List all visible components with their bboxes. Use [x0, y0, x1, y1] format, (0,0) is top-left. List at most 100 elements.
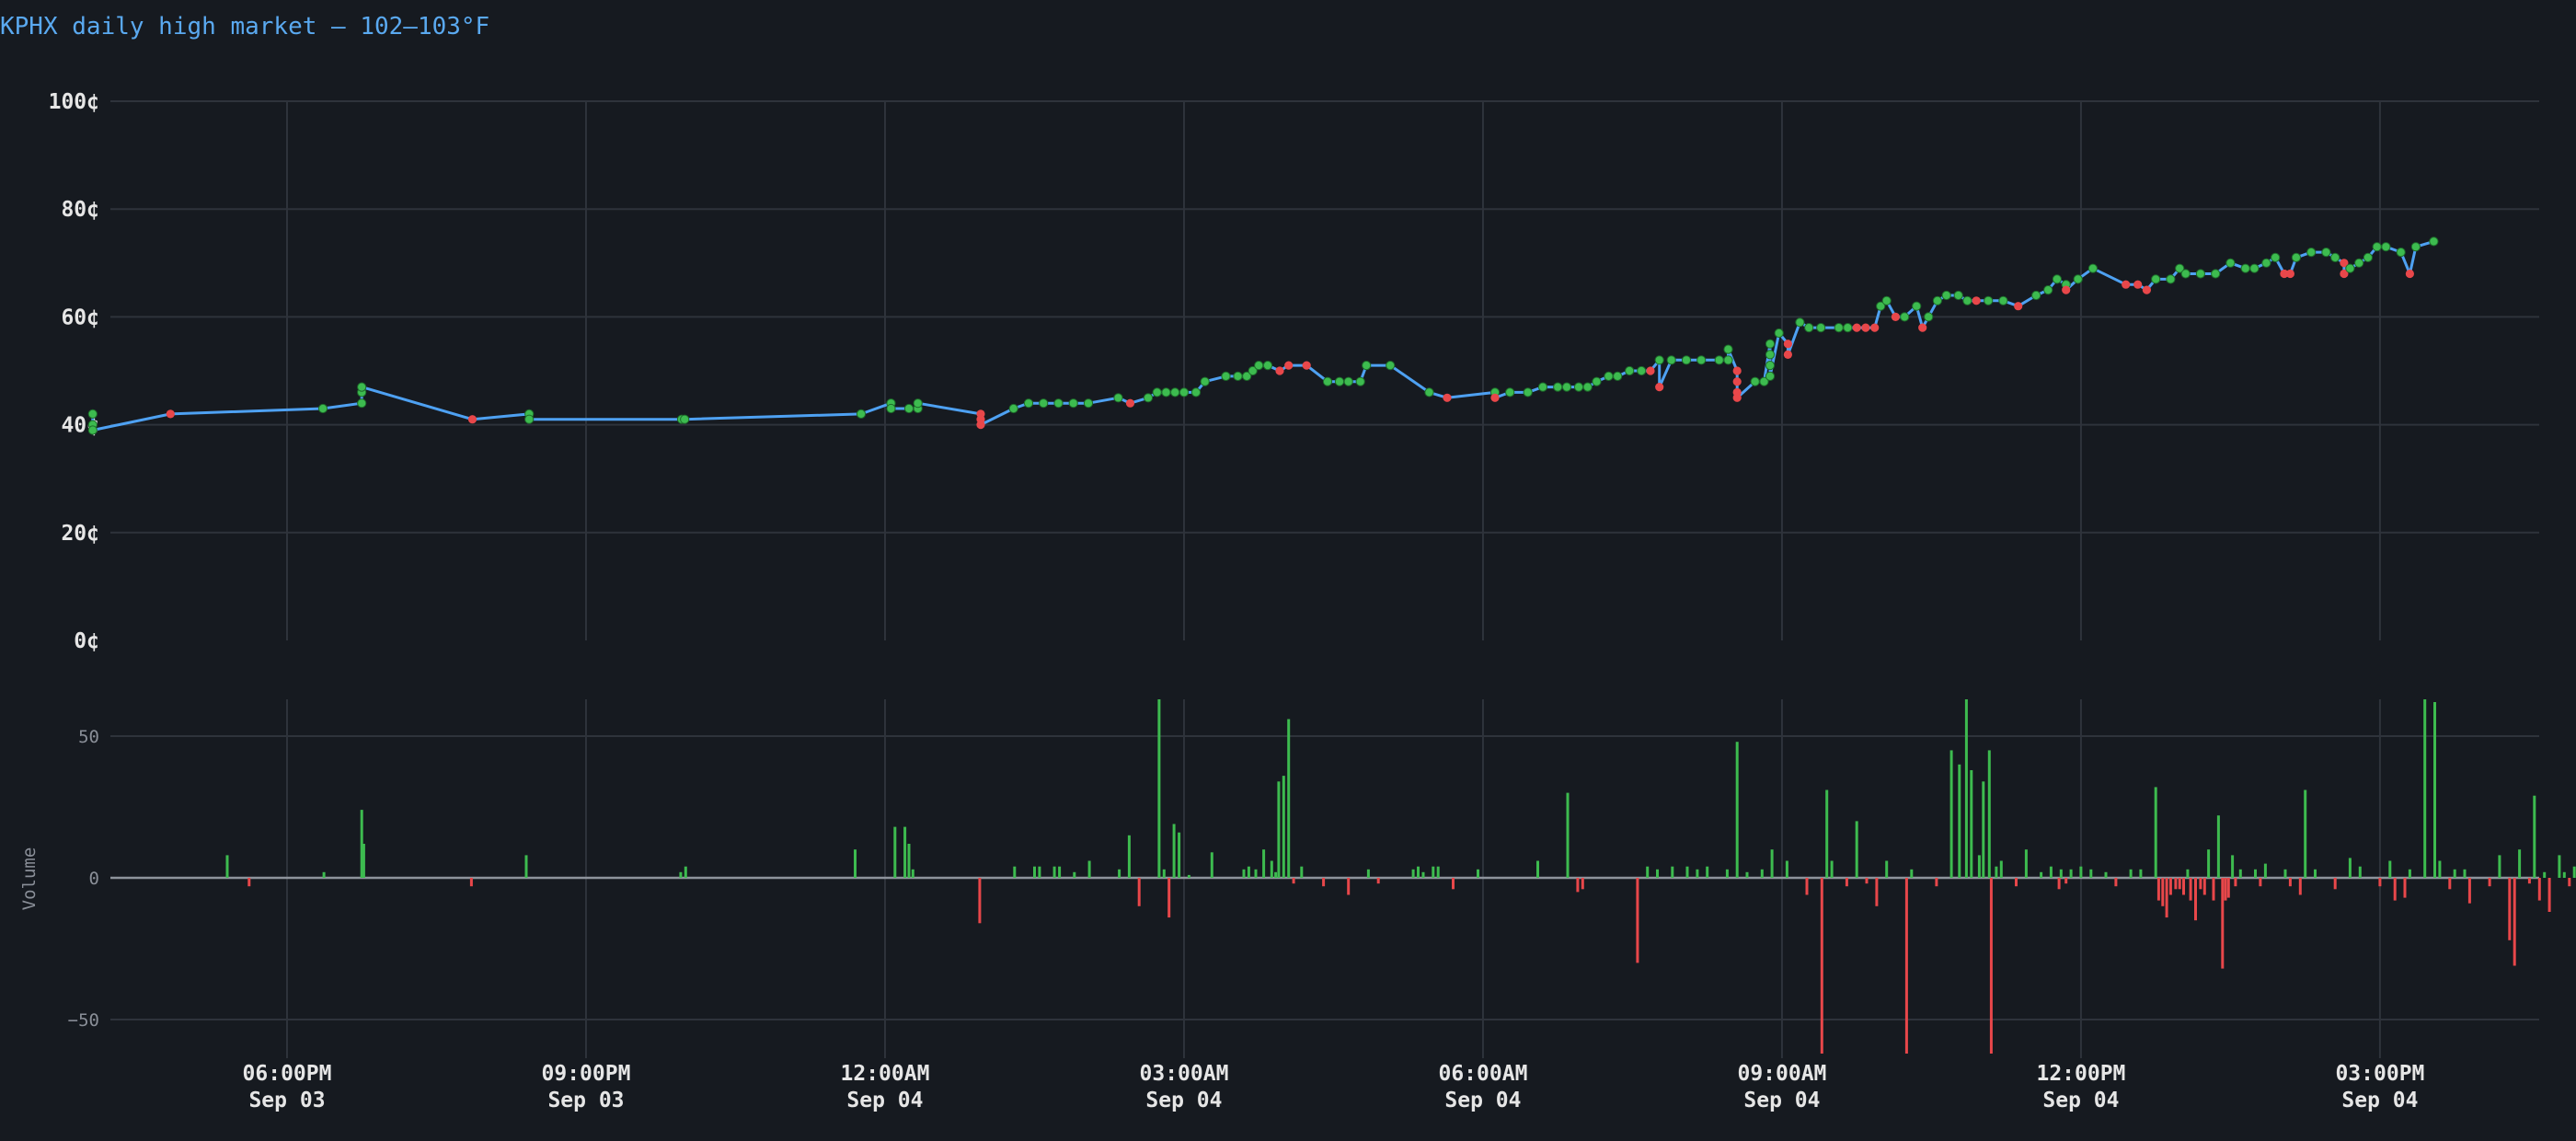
volume-bar-buy: [1685, 866, 1689, 878]
volume-bar-buy: [360, 810, 363, 878]
price-point-up: [1654, 355, 1664, 365]
price-point-up: [1834, 323, 1844, 333]
price-point-up: [2211, 269, 2221, 279]
price-point-up: [1334, 376, 1345, 386]
price-point-up: [2372, 242, 2382, 252]
volume-bar-buy: [1970, 770, 1973, 878]
volume-y-tick-label: −50: [68, 1010, 99, 1031]
volume-bar-buy: [1033, 866, 1036, 878]
price-point-up: [1759, 376, 1769, 386]
price-point-down: [1275, 366, 1284, 375]
volume-bar-buy: [1696, 869, 1699, 878]
volume-bar-sell: [1347, 878, 1351, 895]
volume-bar-sell: [2161, 878, 2165, 906]
volume-bar-buy: [1745, 871, 1749, 878]
volume-bar-buy: [1274, 871, 1278, 878]
volume-bar-buy: [1013, 866, 1017, 878]
price-grid: [110, 100, 2539, 640]
volume-bar-sell: [469, 878, 473, 887]
price-point-down: [1972, 296, 1981, 305]
price-point-up: [357, 382, 367, 392]
price-point-up: [1143, 393, 1154, 403]
price-point-down: [2285, 269, 2294, 279]
price-point-down: [976, 421, 985, 430]
volume-bar-buy: [1885, 860, 1889, 878]
volume-bar-buy: [1300, 866, 1304, 878]
price-line: [91, 239, 2434, 432]
volume-bar-sell: [2199, 878, 2202, 890]
volume-bar-buy: [1172, 824, 1176, 878]
chart-title: KPHX daily high market — 102–103°F: [0, 13, 490, 40]
price-point-down: [2142, 285, 2151, 294]
volume-bar-buy: [1536, 860, 1539, 878]
volume-bar-buy: [1157, 699, 1161, 878]
price-point-up: [1765, 371, 1776, 381]
price-point-up: [87, 409, 98, 419]
volume-bar-sell: [1845, 878, 1848, 887]
volume-bar-buy: [1432, 866, 1435, 878]
price-point-up: [1637, 365, 1647, 376]
price-point-up: [1765, 361, 1776, 371]
volume-bar-sell: [2378, 878, 2382, 887]
price-point-up: [2043, 285, 2053, 295]
volume-bar-buy: [1999, 860, 2003, 878]
volume-bar-sell: [2221, 878, 2225, 969]
price-y-ticks: 0¢20¢40¢60¢80¢100¢: [49, 90, 99, 653]
volume-bar-buy: [2154, 787, 2157, 878]
volume-bar-buy: [1646, 866, 1650, 878]
volume-bar-sell: [1452, 878, 1455, 890]
volume-bar-buy: [1073, 871, 1076, 878]
price-point-up: [2396, 248, 2406, 258]
price-point-up: [2166, 274, 2176, 284]
price-point-up: [1881, 295, 1892, 305]
volume-bar-sell: [2288, 878, 2292, 887]
price-point-up: [1343, 376, 1353, 386]
price-point-up: [2087, 263, 2098, 273]
price-point-down: [1918, 323, 1927, 332]
volume-bar-buy: [1242, 869, 1246, 878]
price-point-down: [2340, 269, 2349, 279]
volume-bar-buy: [2231, 855, 2235, 878]
price-y-tick-label: 0¢: [74, 629, 99, 653]
price-point-up: [1592, 376, 1602, 386]
volume-bar-buy: [2129, 869, 2133, 878]
price-point-up: [1008, 403, 1018, 414]
volume-bar-buy: [1247, 866, 1250, 878]
volume-bar-buy: [2558, 855, 2561, 878]
price-point-down: [2062, 285, 2071, 294]
volume-axis-label: Volume: [19, 847, 40, 911]
volume-bar-sell: [2333, 878, 2337, 890]
volume-bar-buy: [2216, 815, 2220, 878]
volume-bar-sell: [1581, 878, 1584, 890]
volume-bar-buy: [2186, 869, 2190, 878]
volume-bar-buy: [907, 844, 911, 878]
volume-bar-sell: [247, 878, 251, 887]
price-point-up: [2330, 252, 2340, 262]
price-point-up: [1200, 376, 1210, 386]
x-tick-date: Sep 04: [1743, 1089, 1820, 1112]
volume-bar-sell: [1904, 878, 1908, 1054]
price-point-up: [2306, 248, 2317, 258]
volume-bar-buy: [1760, 869, 1764, 878]
volume-bar-sell: [1137, 878, 1141, 906]
price-point-up: [2151, 274, 2161, 284]
volume-bar-buy: [2040, 871, 2043, 878]
volume-bar-buy: [1058, 866, 1062, 878]
volume-bar-sell: [1322, 878, 1326, 887]
volume-bar-sell: [1989, 878, 1993, 1054]
price-point-up: [1941, 290, 1951, 301]
price-point-up: [680, 414, 690, 424]
x-tick-time: 03:00AM: [1140, 1062, 1229, 1086]
price-point-down: [1870, 323, 1880, 332]
price-point-up: [2225, 258, 2236, 268]
volume-bar-sell: [1376, 878, 1380, 884]
volume-bar-buy: [2348, 858, 2352, 878]
volume-bar-sell: [2234, 878, 2237, 887]
volume-bar-buy: [2438, 860, 2442, 878]
price-point-up: [1723, 355, 1733, 365]
volume-bar-buy: [1656, 869, 1659, 878]
volume-bar-sell: [1636, 878, 1639, 963]
x-axis-ticks: 06:00PM Sep 03 09:00PM Sep 03 12:00AM Sep 04 0…: [243, 1062, 2425, 1112]
price-point-up: [1924, 312, 1934, 322]
price-point-up: [1262, 361, 1273, 371]
